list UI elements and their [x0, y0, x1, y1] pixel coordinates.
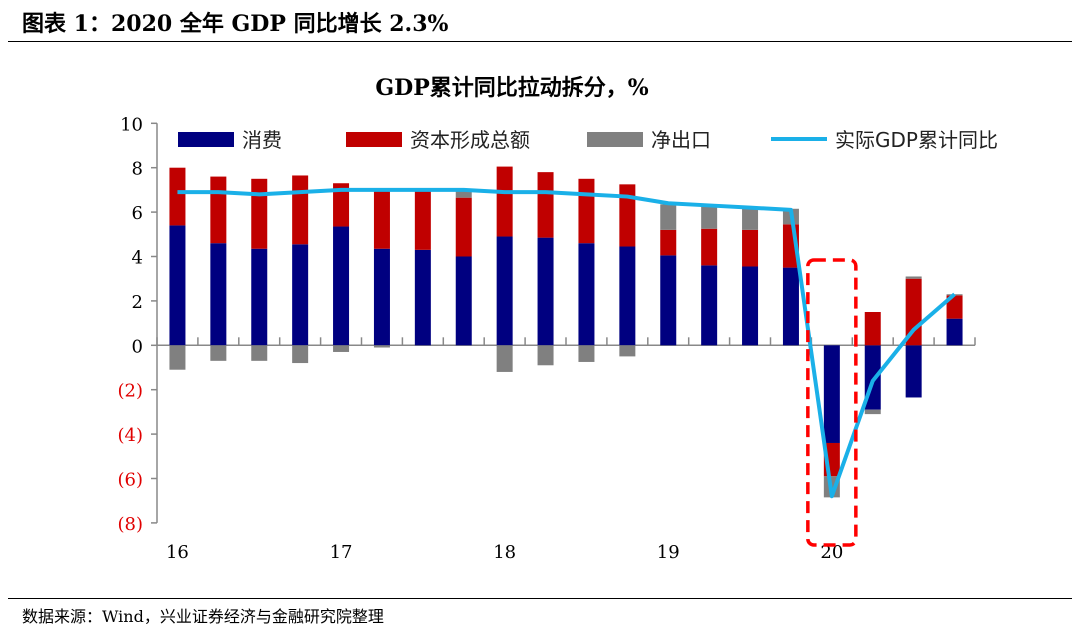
bar-资本形成总额-2017Q2 [373, 189, 390, 249]
y-tick-label: 2 [132, 292, 143, 313]
bar-净出口-2016Q1 [169, 345, 186, 370]
bar-资本形成总额-2019Q3 [742, 229, 759, 267]
legend-swatch-1 [346, 132, 402, 147]
legend-label-0: 消费 [242, 128, 282, 152]
bar-净出口-2019Q1 [660, 204, 677, 230]
y-tick-label: (8) [118, 514, 144, 535]
legend-swatch-2 [587, 132, 643, 147]
x-tick-label: 18 [493, 542, 516, 563]
y-tick-label: 4 [132, 248, 143, 269]
x-tick-label: 20 [820, 542, 843, 563]
legend-swatch-0 [178, 132, 234, 147]
bar-消费-2016Q4 [292, 244, 309, 346]
bar-资本形成总额-2018Q3 [578, 178, 595, 244]
y-tick-label: (6) [118, 470, 144, 491]
x-tick-label: 16 [166, 542, 189, 563]
bar-净出口-2018Q2 [537, 345, 554, 366]
bar-消费-2018Q3 [578, 243, 595, 346]
bar-资本形成总额-2018Q1 [496, 166, 513, 237]
bar-消费-2020Q4 [946, 318, 963, 346]
bars [169, 166, 963, 498]
bar-资本形成总额-2020Q2 [864, 312, 881, 346]
x-tick-label: 19 [657, 542, 680, 563]
bar-净出口-2016Q4 [292, 345, 309, 364]
chart-title: GDP累计同比拉动拆分，% [375, 75, 648, 101]
highlight-dashed-box [806, 258, 858, 547]
bar-净出口-2017Q1 [333, 345, 350, 352]
y-tick-label: (2) [118, 381, 144, 402]
bar-资本形成总额-2018Q4 [619, 184, 636, 247]
bar-消费-2017Q2 [373, 248, 390, 346]
x-tick-label: 17 [330, 542, 353, 563]
bar-消费-2016Q3 [251, 248, 268, 346]
title-rule [8, 41, 1072, 42]
bar-消费-2017Q4 [455, 256, 472, 346]
footer-rule [8, 598, 1072, 599]
y-tick-label: 6 [132, 203, 143, 224]
bar-消费-2017Q3 [414, 249, 431, 346]
bar-净出口-2016Q2 [210, 345, 227, 361]
bar-消费-2019Q3 [742, 266, 759, 346]
bar-净出口-2017Q4 [455, 191, 472, 198]
figure-title: 图表 1：2020 全年 GDP 同比增长 2.3% [22, 11, 449, 37]
bar-消费-2018Q4 [619, 246, 636, 346]
legend-label-3: 实际GDP累计同比 [835, 128, 998, 152]
bar-资本形成总额-2019Q2 [701, 228, 718, 266]
legend-label-2: 净出口 [651, 128, 711, 152]
bar-消费-2018Q2 [537, 237, 554, 346]
bar-消费-2020Q3 [905, 345, 922, 398]
bar-消费-2019Q1 [660, 255, 677, 346]
bar-资本形成总额-2017Q1 [333, 183, 350, 227]
bar-消费-2017Q1 [333, 226, 350, 346]
source-note: 数据来源：Wind，兴业证券经济与金融研究院整理 [22, 607, 384, 626]
y-tick-label: 10 [120, 114, 143, 135]
bar-资本形成总额-2020Q4 [946, 295, 963, 319]
gdp-line-path [177, 187, 956, 499]
legend-label-1: 资本形成总额 [410, 128, 530, 152]
bar-资本形成总额-2016Q2 [210, 176, 227, 244]
y-tick-label: 0 [132, 336, 143, 357]
bar-净出口-2020Q3 [905, 276, 922, 279]
bar-资本形成总额-2016Q1 [169, 167, 186, 226]
y-tick-label: 8 [132, 159, 143, 180]
bar-资本形成总额-2019Q1 [660, 229, 677, 256]
bar-净出口-2019Q3 [742, 208, 759, 230]
bar-资本形成总额-2017Q3 [414, 189, 431, 250]
bar-净出口-2020Q2 [864, 409, 881, 415]
bar-资本形成总额-2016Q4 [292, 175, 309, 245]
bar-净出口-2019Q2 [701, 206, 718, 229]
bar-消费-2016Q1 [169, 225, 186, 346]
highlight-box [806, 258, 858, 547]
bar-消费-2019Q4 [782, 267, 799, 346]
legend: 消费 资本形成总额 净出口 实际GDP累计同比 [178, 128, 998, 152]
bar-净出口-2018Q4 [619, 345, 636, 357]
bar-消费-2016Q2 [210, 243, 227, 346]
bar-资本形成总额-2016Q3 [251, 178, 268, 249]
bar-净出口-2018Q3 [578, 345, 595, 362]
gdp-line [177, 187, 956, 499]
bar-净出口-2018Q1 [496, 345, 513, 372]
bar-消费-2018Q1 [496, 236, 513, 346]
bar-资本形成总额-2017Q4 [455, 197, 472, 257]
bar-消费-2020Q1 [823, 345, 840, 443]
bar-消费-2019Q2 [701, 265, 718, 346]
bar-净出口-2017Q2 [373, 345, 390, 348]
bar-资本形成总额-2018Q2 [537, 172, 554, 238]
y-tick-label: (4) [118, 425, 144, 446]
bar-净出口-2016Q3 [251, 345, 268, 361]
